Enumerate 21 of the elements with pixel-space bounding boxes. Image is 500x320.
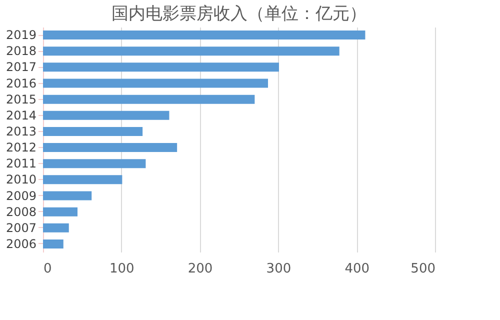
y-tick-label: 2008 bbox=[6, 204, 36, 219]
x-tick-label: 200 bbox=[188, 262, 213, 276]
chart-title: 国内电影票房收入（单位：亿元） bbox=[112, 4, 366, 24]
y-tick-label: 2010 bbox=[6, 172, 36, 187]
x-tick-label: 500 bbox=[410, 262, 436, 276]
y-tick-label: 2019 bbox=[6, 28, 36, 42]
y-tick-label: 2009 bbox=[6, 188, 36, 203]
y-tick-label: 2015 bbox=[6, 92, 36, 106]
x-tick-label: 0 bbox=[44, 262, 52, 276]
y-tick-label: 2017 bbox=[6, 60, 36, 74]
y-tick-label: 2016 bbox=[6, 76, 36, 90]
y-tick-label: 2011 bbox=[6, 156, 36, 171]
y-tick-label: 2014 bbox=[6, 108, 36, 122]
x-tick-label: 400 bbox=[344, 262, 370, 276]
x-tick-label: 100 bbox=[109, 262, 134, 276]
y-tick-label: 2007 bbox=[6, 220, 36, 235]
x-tick-label: 300 bbox=[266, 262, 292, 276]
y-tick-label: 2012 bbox=[6, 140, 36, 155]
y-tick-label: 2018 bbox=[6, 44, 36, 58]
y-tick-label: 2013 bbox=[6, 124, 36, 138]
y-tick-label: 2006 bbox=[6, 236, 36, 251]
